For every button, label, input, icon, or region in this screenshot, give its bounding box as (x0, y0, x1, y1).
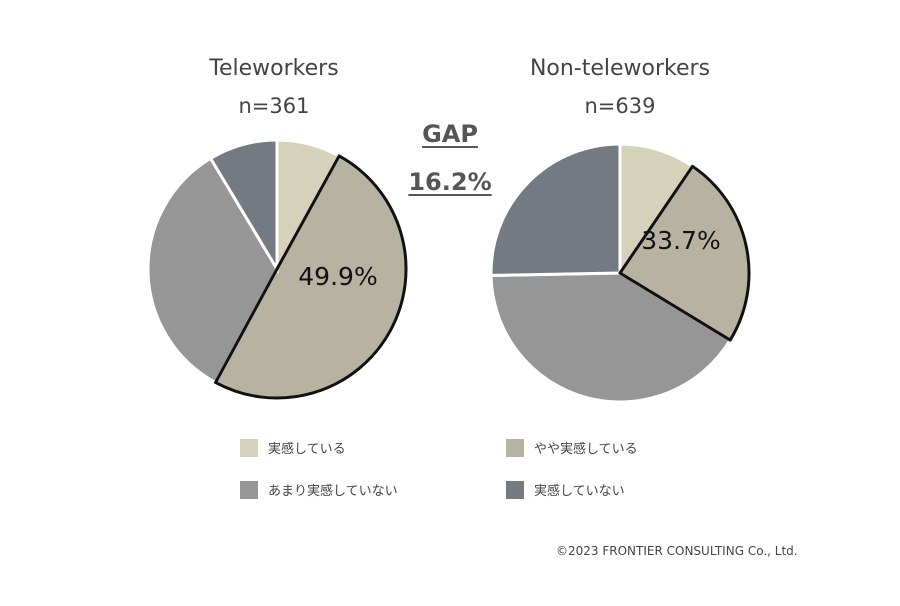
legend-item-yaya-jikkan: やや実感している (506, 438, 638, 457)
legend-swatch (240, 438, 258, 457)
pie-teleworkers-slice-not-jikkan (208, 138, 279, 275)
legend-item-jikkan: 実感している (240, 438, 346, 457)
legend-item-amari: あまり実感していない (240, 480, 398, 499)
legend-swatch (506, 438, 524, 457)
copyright: ©2023 FRONTIER CONSULTING Co., Ltd. (556, 544, 798, 558)
pie-non-teleworkers-highlight-outline (618, 164, 751, 342)
legend-label: あまり実感していない (268, 484, 398, 499)
pie-non-teleworkers-data-label: 33.7% (641, 226, 720, 255)
pie2-title: Non-teleworkers (529, 56, 711, 81)
pie1-n-count: n=361 (238, 94, 310, 118)
legend-label: やや実感している (534, 442, 638, 457)
pie1-title: Teleworkers (209, 56, 339, 81)
legend-swatch (506, 480, 524, 499)
pie-teleworkers-data-label: 49.9% (298, 262, 377, 291)
legend-label: 実感していない (534, 484, 625, 499)
gap-label: GAP (422, 120, 478, 148)
pie2-n-count: n=639 (584, 94, 656, 118)
gap-value: 16.2% (408, 168, 492, 196)
legend-label: 実感している (268, 442, 346, 457)
legend-swatch (240, 480, 258, 499)
pie-teleworkers-highlight-outline (214, 154, 408, 400)
legend-item-not-jikkan: 実感していない (506, 480, 625, 499)
pie-non-teleworkers-slice-not-jikkan (489, 142, 622, 277)
